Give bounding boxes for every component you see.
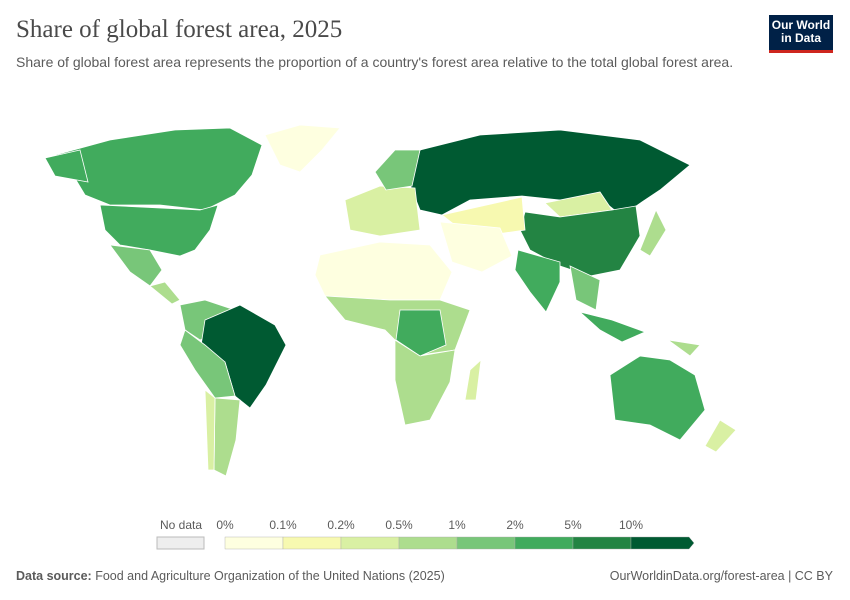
legend-tick-label: 1% — [448, 518, 466, 532]
region-scandinavia[interactable] — [374, 149, 421, 191]
legend-tick-label: 0% — [216, 518, 234, 532]
legend-bin-6 — [572, 536, 632, 550]
region-north-africa[interactable] — [314, 241, 453, 301]
region-papua-new-guinea[interactable] — [667, 339, 701, 357]
region-mexico[interactable] — [109, 244, 163, 287]
source-label: Data source: — [16, 569, 92, 583]
region-madagascar[interactable] — [464, 358, 482, 401]
legend-bin-3 — [398, 536, 458, 550]
region-peru-bolivia[interactable] — [179, 329, 236, 399]
legend-bin-1 — [282, 536, 342, 550]
region-japan[interactable] — [639, 209, 667, 257]
legend-tick-label: 0.5% — [385, 518, 413, 532]
legend-no-data-label: No data — [159, 518, 203, 532]
region-new-zealand[interactable] — [704, 419, 737, 453]
legend-bin-2 — [340, 536, 400, 550]
legend-tick-label: 0.2% — [327, 518, 355, 532]
legend: No data 0% 0.1% 0.2% 0.5% 1% 2% 5% 10% — [0, 515, 850, 555]
region-greenland[interactable] — [264, 124, 341, 173]
region-southern-africa[interactable] — [394, 339, 456, 426]
region-southeast-asia[interactable] — [569, 265, 601, 311]
source-link[interactable]: OurWorldinData.org/forest-area | CC BY — [609, 569, 833, 583]
owid-logo[interactable]: Our World in Data — [769, 15, 833, 53]
data-source: Data source: Food and Agriculture Organi… — [16, 569, 445, 583]
legend-bin-5 — [514, 536, 574, 550]
region-usa[interactable] — [99, 204, 219, 257]
chart-title: Share of global forest area, 2025 — [16, 16, 343, 43]
region-drc[interactable] — [395, 309, 447, 357]
region-middle-east[interactable] — [439, 221, 513, 273]
region-europe[interactable] — [344, 185, 421, 237]
region-chile[interactable] — [204, 389, 216, 471]
world-map — [44, 124, 737, 477]
legend-tick-label: 5% — [564, 518, 582, 532]
source-text: Food and Agriculture Organization of the… — [95, 569, 445, 583]
legend-no-data-swatch — [156, 536, 205, 550]
legend-tick-label: 10% — [618, 518, 644, 532]
region-alaska[interactable] — [44, 149, 89, 183]
region-indonesia[interactable] — [579, 311, 647, 343]
region-central-america[interactable] — [149, 281, 181, 305]
legend-bin-7 — [630, 536, 695, 550]
region-argentina[interactable] — [213, 397, 241, 477]
region-australia[interactable] — [609, 355, 706, 441]
legend-bin-0 — [224, 536, 284, 550]
legend-tick-label: 0.1% — [269, 518, 297, 532]
chart-subtitle: Share of global forest area represents t… — [16, 54, 734, 70]
legend-tick-label: 2% — [506, 518, 524, 532]
region-china[interactable] — [519, 205, 641, 277]
region-canada[interactable] — [54, 127, 263, 211]
legend-bin-4 — [456, 536, 516, 550]
logo-text: Our World in Data — [771, 18, 831, 45]
region-india[interactable] — [514, 249, 561, 313]
